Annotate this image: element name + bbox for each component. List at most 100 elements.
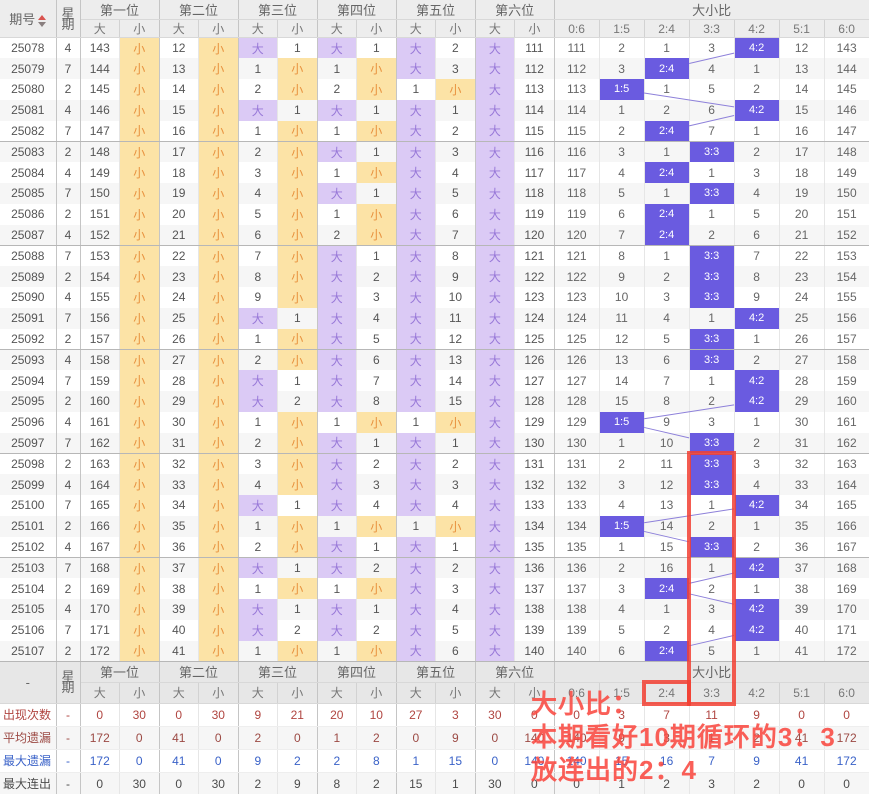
cell-position: 大 [475, 266, 516, 288]
cell-position: 120 [514, 224, 555, 246]
cell-ratio: 123 [554, 287, 600, 308]
footer-position-header-4: 第四位 [317, 660, 397, 683]
cell-position: 大 [317, 370, 358, 392]
cell-position: 6 [356, 349, 397, 371]
cell-position: 小 [277, 58, 318, 80]
cell-ratio: 2 [689, 224, 735, 246]
cell-position: 小 [119, 474, 160, 496]
cell-ratio: 13 [599, 349, 645, 371]
table-row: 25091 7 156 小 25 小大 1 大 4 大 11 大 124 124 11 4 1 4:2 25 156 [0, 307, 869, 329]
cell-ratio: 1 [599, 432, 645, 454]
cell-ratio: 1 [689, 162, 735, 184]
cell-week: 2 [56, 453, 81, 475]
cell-ratio: 147 [824, 120, 869, 142]
cell-position: 13 [159, 58, 200, 80]
stat-value: 0 [554, 703, 600, 727]
cell-position: 大 [475, 619, 516, 641]
cell-position: 19 [159, 183, 200, 204]
stat-value: 15 [396, 772, 437, 794]
cell-ratio: 154 [824, 266, 869, 288]
cell-position: 大 [396, 432, 437, 454]
cell-ratio: 119 [554, 203, 600, 225]
cell-position: 172 [80, 640, 120, 662]
stat-value: 140 [514, 726, 555, 750]
cell-ratio: 4 [689, 58, 735, 80]
cell-ratio: 2:4 [644, 120, 690, 142]
stat-value: 16 [644, 749, 690, 773]
table-row: 25095 2 160 小 29 小大 2 大 8 大 15 大 128 128 15 8 2 4:2 29 160 [0, 391, 869, 412]
ratio-group-header: 大小比 [554, 0, 869, 20]
cell-position: 小 [198, 391, 239, 412]
cell-ratio: 1 [599, 536, 645, 558]
cell-position: 1 [396, 411, 437, 433]
cell-position: 小 [356, 411, 397, 433]
stat-value: 2 [356, 772, 397, 794]
cell-position: 大 [475, 37, 516, 59]
cell-position: 168 [80, 557, 120, 579]
position-header-3: 第三位 [238, 0, 318, 20]
cell-ratio: 3:3 [689, 287, 735, 308]
cell-position: 167 [80, 536, 120, 558]
cell-position: 2 [238, 536, 279, 558]
cell-position: 小 [356, 578, 397, 600]
cell-ratio: 3 [734, 453, 780, 475]
cell-position: 128 [514, 391, 555, 412]
cell-ratio: 3 [599, 58, 645, 80]
cell-position: 小 [277, 141, 318, 163]
cell-position: 1 [317, 203, 358, 225]
cell-ratio: 6 [599, 640, 645, 662]
footer-small-subheader: 小 [435, 681, 476, 704]
stat-value: 0 [80, 772, 120, 794]
cell-position: 14 [159, 79, 200, 100]
cell-position: 大 [238, 557, 279, 579]
cell-week: 7 [56, 557, 81, 579]
cell-week: 4 [56, 287, 81, 308]
cell-position: 9 [238, 287, 279, 308]
table-row: 25094 7 159 小 28 小大 1 大 7 大 14 大 127 127 14 7 1 4:2 28 159 [0, 370, 869, 392]
stat-value: 0 [159, 703, 200, 727]
cell-position: 1 [356, 245, 397, 267]
cell-position: 10 [435, 287, 476, 308]
stat-value: 30 [198, 772, 239, 794]
footer-small-subheader: 小 [198, 681, 239, 704]
footer-position-header-6: 第六位 [475, 660, 555, 683]
cell-ratio: 1 [689, 495, 735, 516]
cell-position: 17 [159, 141, 200, 163]
cell-position: 7 [435, 224, 476, 246]
stat-value: 172 [824, 726, 869, 750]
cell-position: 9 [435, 266, 476, 288]
cell-position: 小 [119, 411, 160, 433]
cell-position: 1 [356, 536, 397, 558]
footer-ratio-subheader-0:6: 0:6 [554, 681, 600, 704]
cell-ratio: 36 [779, 536, 825, 558]
cell-ratio: 1 [689, 557, 735, 579]
cell-ratio: 1 [734, 515, 780, 537]
cell-position: 149 [80, 162, 120, 184]
cell-ratio: 124 [554, 307, 600, 329]
cell-ratio: 3:3 [689, 349, 735, 371]
cell-ratio: 118 [554, 183, 600, 204]
sort-icon[interactable] [38, 14, 47, 27]
cell-ratio: 135 [554, 536, 600, 558]
cell-position: 3 [356, 287, 397, 308]
footer-ratio-group-header: 大小比 [554, 660, 869, 683]
stat-value: 30 [475, 703, 516, 727]
cell-ratio: 117 [554, 162, 600, 184]
footer-small-subheader: 小 [277, 681, 318, 704]
cell-position: 小 [277, 536, 318, 558]
footer-issue-header: - [0, 660, 57, 704]
cell-position: 小 [198, 37, 239, 59]
big-subheader: 大 [317, 19, 358, 38]
cell-ratio: 8 [599, 245, 645, 267]
stat-value: 41 [779, 726, 825, 750]
cell-position: 大 [317, 599, 358, 620]
cell-ratio: 4:2 [734, 370, 780, 392]
cell-position: 5 [435, 183, 476, 204]
cell-ratio: 39 [779, 599, 825, 620]
cell-ratio: 2 [689, 515, 735, 537]
issue-column-header[interactable]: 期号 [0, 0, 57, 38]
footer-week-header: 星期 [56, 660, 81, 704]
cell-position: 2 [435, 37, 476, 59]
cell-issue: 25096 [0, 411, 57, 433]
cell-position: 18 [159, 162, 200, 184]
